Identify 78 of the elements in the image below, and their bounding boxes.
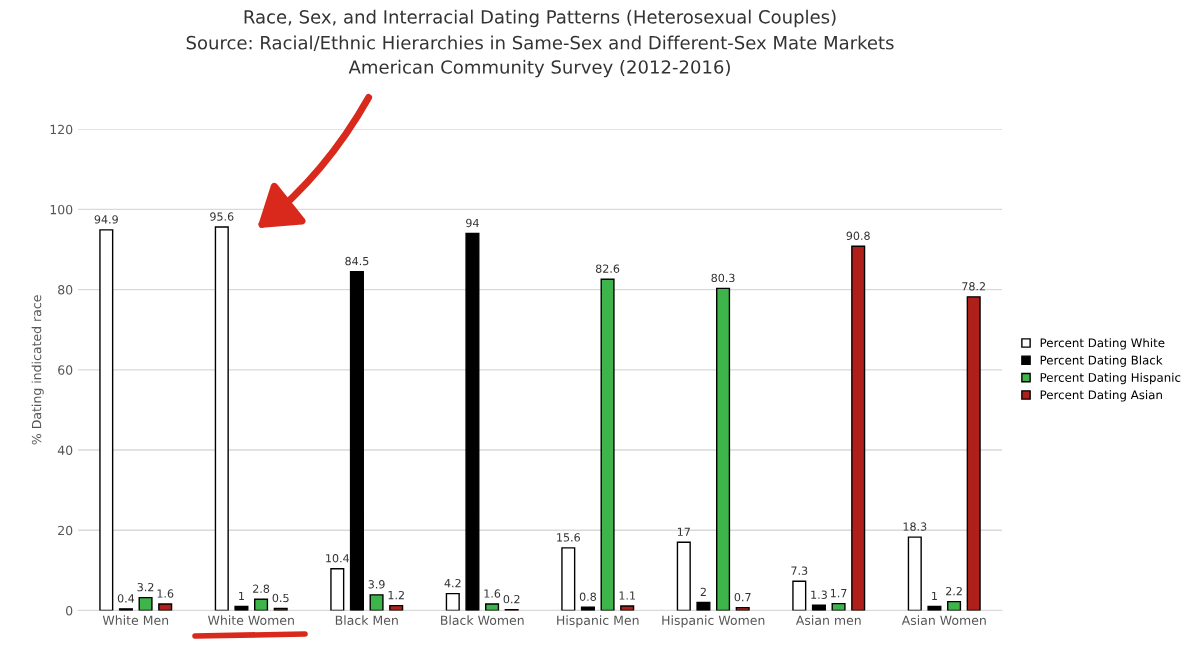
data-label: 2.8 [253, 584, 270, 593]
data-label: 95.6 [210, 212, 234, 221]
data-label: 4.2 [444, 578, 461, 588]
bar [330, 568, 345, 611]
data-label: 15.6 [557, 533, 580, 542]
y-axis-title: % Dating indicated race [31, 295, 44, 445]
bar [907, 536, 922, 611]
bar [716, 287, 731, 611]
bar [792, 580, 807, 611]
bar [138, 596, 153, 611]
bar [349, 270, 364, 611]
data-label: 80.3 [711, 273, 735, 283]
bar [369, 594, 384, 611]
data-label: 2.2 [946, 586, 962, 596]
bar [389, 604, 404, 611]
bar [99, 229, 114, 611]
bar [696, 601, 711, 611]
data-label: 82.6 [595, 264, 620, 273]
y-tick-label: 0 [66, 605, 73, 616]
data-label: 0.8 [579, 592, 597, 601]
x-tick-label: Asian Women [901, 615, 986, 626]
data-label: 0.4 [117, 594, 135, 603]
data-label: 94.9 [94, 215, 118, 224]
data-label: 94 [466, 218, 479, 228]
bar [620, 605, 635, 611]
data-label: 1.3 [811, 590, 827, 599]
legend-label: Percent Dating White [1040, 338, 1165, 350]
x-tick-label: Black Men [335, 615, 398, 626]
x-tick-label: White Women [207, 615, 294, 626]
bar [254, 598, 269, 611]
data-label: 84.5 [345, 256, 369, 266]
data-label: 0.5 [272, 593, 289, 603]
data-label: 7.3 [791, 566, 808, 575]
x-tick-label: Hispanic Men [557, 615, 639, 628]
y-tick-label: 80 [58, 285, 73, 295]
data-label: 1.2 [388, 590, 404, 600]
bar [851, 245, 866, 611]
bar [445, 592, 460, 611]
y-tick-label: 20 [58, 525, 73, 536]
chart-subtitle: Source: Racial/Ethnic Hierarchies in Same-Sex and Different-Sex Mate Markets American Community Survey (2012-2016) [186, 35, 894, 78]
data-label: 1.7 [830, 589, 847, 598]
bar [465, 232, 480, 611]
data-label: 3.9 [368, 580, 385, 589]
data-label: 1 [239, 591, 244, 600]
data-label: 10.4 [326, 554, 350, 563]
data-label: 1.6 [157, 589, 174, 598]
x-tick-label: White Men [102, 615, 169, 626]
data-label: 18.3 [903, 522, 927, 531]
bar [831, 602, 846, 611]
bar [966, 296, 981, 611]
data-label: 17 [677, 527, 690, 536]
bar [214, 226, 229, 611]
data-label: 1 [932, 591, 937, 600]
data-label: 1.1 [619, 591, 636, 600]
x-tick-label: Asian men [795, 615, 861, 626]
legend-label: Percent Dating Hispanic [1040, 372, 1181, 385]
y-tick-label: 40 [57, 445, 73, 455]
data-label: 0.7 [734, 592, 751, 602]
y-tick-label: 100 [50, 204, 73, 215]
data-label: 1.6 [484, 589, 501, 598]
data-label: 78.2 [962, 282, 985, 291]
chart-title: Race, Sex, and Interracial Dating Patterns (Heterosexual Couples) [244, 9, 836, 28]
legend-label: Percent Dating Asian [1040, 390, 1162, 402]
y-tick-label: 120 [50, 124, 73, 135]
bar [561, 547, 576, 611]
data-label: 2 [700, 587, 706, 596]
bar [158, 603, 173, 611]
data-label: 3.2 [137, 582, 154, 592]
bar [947, 600, 962, 611]
legend-label: Percent Dating Black [1040, 355, 1163, 367]
bar [485, 603, 500, 611]
data-label: 0.2 [503, 594, 520, 604]
x-tick-label: Black Women [441, 615, 524, 626]
bar [600, 278, 615, 611]
data-label: 90.8 [846, 231, 870, 240]
y-tick-label: 60 [58, 365, 73, 375]
x-tick-label: Hispanic Women [662, 615, 765, 628]
bar [676, 541, 691, 611]
